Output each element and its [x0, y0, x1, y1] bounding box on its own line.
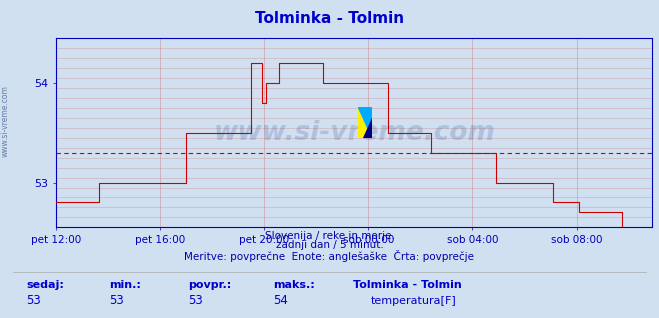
Text: www.si-vreme.com: www.si-vreme.com	[214, 120, 495, 146]
Polygon shape	[357, 107, 372, 138]
Text: www.si-vreme.com: www.si-vreme.com	[1, 85, 10, 157]
Text: sedaj:: sedaj:	[26, 280, 64, 290]
Text: zadnji dan / 5 minut.: zadnji dan / 5 minut.	[275, 240, 384, 250]
Text: 54: 54	[273, 294, 289, 307]
Polygon shape	[357, 107, 372, 138]
Text: Tolminka - Tolmin: Tolminka - Tolmin	[353, 280, 461, 290]
Polygon shape	[362, 118, 372, 138]
Text: 53: 53	[188, 294, 202, 307]
Text: Tolminka - Tolmin: Tolminka - Tolmin	[255, 11, 404, 26]
Text: Slovenija / reke in morje.: Slovenija / reke in morje.	[264, 231, 395, 240]
Text: 53: 53	[109, 294, 123, 307]
Text: min.:: min.:	[109, 280, 140, 290]
Text: maks.:: maks.:	[273, 280, 315, 290]
Text: temperatura[F]: temperatura[F]	[370, 296, 456, 306]
Text: Meritve: povprečne  Enote: anglešaške  Črta: povprečje: Meritve: povprečne Enote: anglešaške Črt…	[185, 250, 474, 262]
Text: povpr.:: povpr.:	[188, 280, 231, 290]
Text: 53: 53	[26, 294, 41, 307]
